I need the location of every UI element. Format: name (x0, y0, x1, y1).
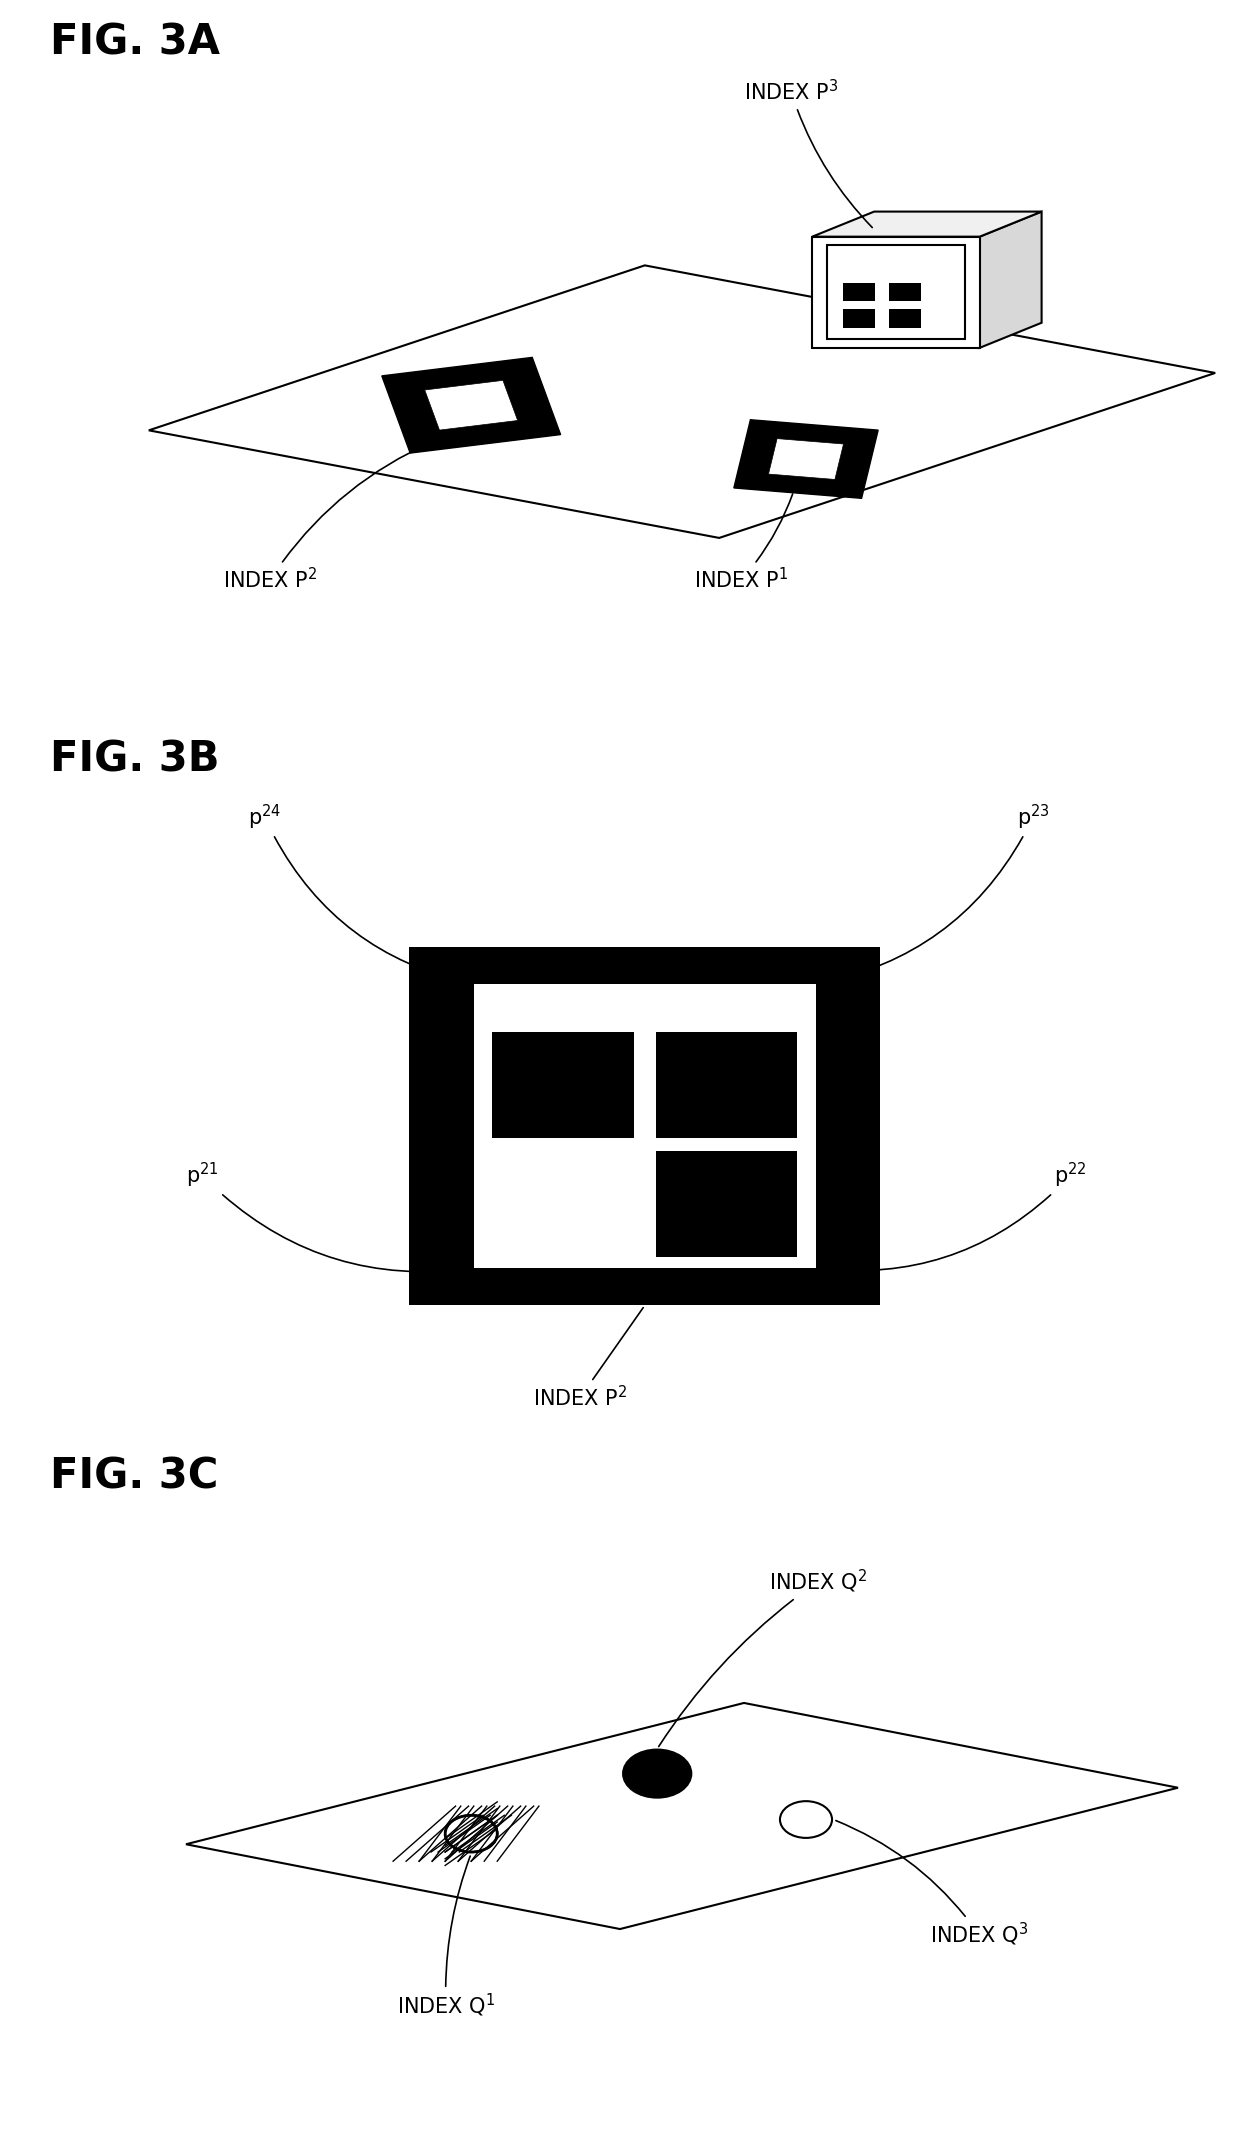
Text: INDEX P$^1$: INDEX P$^1$ (694, 495, 792, 593)
Ellipse shape (622, 1749, 692, 1798)
Text: p$^{22}$: p$^{22}$ (821, 1160, 1086, 1274)
Ellipse shape (445, 1816, 497, 1852)
Polygon shape (812, 238, 980, 347)
Bar (827, 246, 965, 338)
Text: INDEX P$^3$: INDEX P$^3$ (744, 79, 872, 227)
Polygon shape (734, 420, 878, 499)
Text: p$^{21}$: p$^{21}$ (186, 1160, 469, 1274)
Bar (889, 283, 921, 302)
Polygon shape (812, 212, 1042, 238)
Bar (843, 283, 875, 302)
Bar (843, 308, 875, 328)
Bar (889, 308, 921, 328)
Text: INDEX Q$^1$: INDEX Q$^1$ (397, 1856, 495, 2019)
Bar (409, 946, 880, 1306)
Bar (656, 1152, 797, 1257)
Bar (492, 1032, 634, 1139)
Text: INDEX P$^2$: INDEX P$^2$ (533, 1308, 644, 1409)
Text: p$^{24}$: p$^{24}$ (248, 803, 469, 985)
Ellipse shape (780, 1801, 832, 1837)
Bar (474, 985, 816, 1267)
Text: INDEX Q$^3$: INDEX Q$^3$ (836, 1820, 1028, 1948)
Text: p$^{23}$: p$^{23}$ (821, 803, 1049, 985)
Text: FIG. 3B: FIG. 3B (50, 739, 219, 781)
Ellipse shape (445, 1816, 497, 1852)
Polygon shape (382, 358, 560, 454)
Polygon shape (425, 381, 517, 430)
Text: INDEX P$^2$: INDEX P$^2$ (223, 443, 432, 593)
Polygon shape (980, 212, 1042, 347)
Polygon shape (769, 439, 843, 480)
Text: INDEX Q$^2$: INDEX Q$^2$ (658, 1567, 867, 1747)
Bar (656, 1032, 797, 1139)
Text: FIG. 3A: FIG. 3A (50, 21, 219, 64)
Text: FIG. 3C: FIG. 3C (50, 1456, 218, 1499)
